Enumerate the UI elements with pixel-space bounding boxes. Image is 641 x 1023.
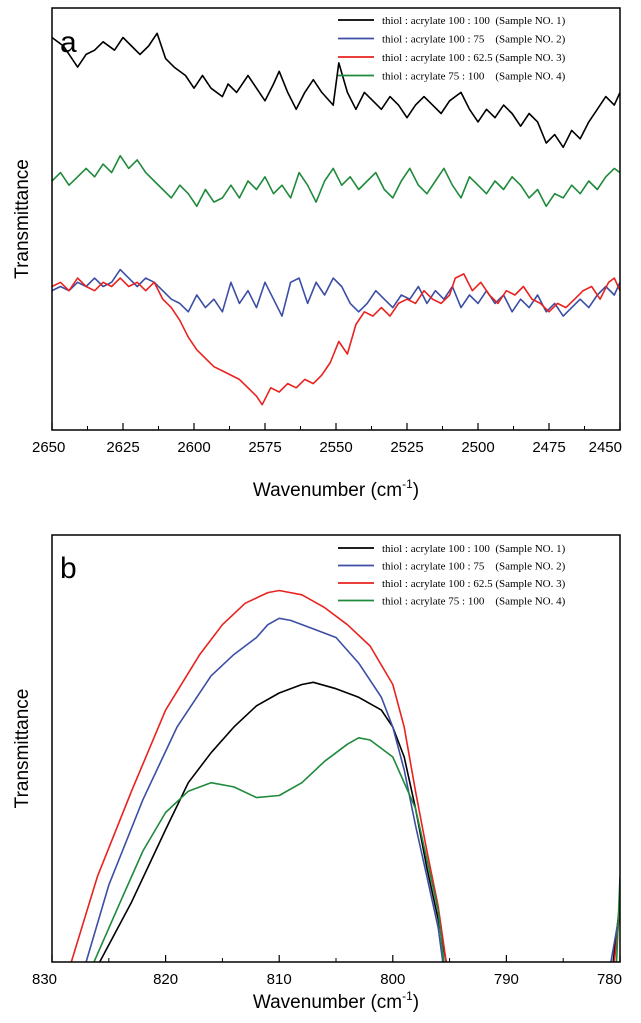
x-tick-label: 810: [267, 971, 292, 988]
x-tick-label: 830: [32, 971, 57, 988]
x-tick-label: 820: [153, 971, 178, 988]
series-line-3: [52, 273, 620, 406]
x-tick-label: 2625: [106, 439, 139, 456]
series-line-4: [93, 737, 445, 962]
legend-label: thiol : acrylate 100 : 75 (Sample NO. 2): [382, 561, 566, 573]
x-tick-label: 2575: [248, 439, 281, 456]
series-line-1: [98, 681, 447, 962]
panel-a: 2650 2625 2600 2575 2550 2525 2500 2475 2450 a Tra…: [12, 7, 622, 501]
y-axis-label: Transmittance: [12, 689, 33, 809]
panel-b: 830 820 810 800 790 780 b Transmittance Wavenumb…: [12, 534, 622, 1013]
legend-label: thiol : acrylate 100 : 100 (Sample NO. 1…: [382, 15, 566, 27]
legend-label: thiol : acrylate 100 : 62.5 (Sample NO. …: [382, 52, 566, 64]
x-axis-label-end: ): [413, 480, 419, 501]
y-axis-label: Transmittance: [12, 159, 33, 279]
x-axis-label: Wavenumber (cm-1): [253, 477, 419, 501]
x-tick-label: 2550: [319, 439, 352, 456]
x-tick-label: 800: [380, 971, 405, 988]
legend-label: thiol : acrylate 100 : 100 (Sample NO. 1…: [382, 543, 566, 555]
series-line-4: [52, 154, 620, 208]
legend-label: thiol : acrylate 75 : 100 (Sample NO. 4): [382, 71, 566, 83]
x-tick-label: 2525: [390, 439, 423, 456]
legend-label: thiol : acrylate 100 : 75 (Sample NO. 2): [382, 34, 566, 46]
x-tick-label: 2450: [589, 439, 622, 456]
x-tick-label: 790: [494, 971, 519, 988]
series-line-2: [52, 268, 620, 317]
x-tick-label: 2650: [32, 439, 65, 456]
series-line-3: [70, 589, 447, 962]
x-tick-label: 2475: [532, 439, 565, 456]
series-line-2: [85, 617, 444, 962]
x-axis-label-sup: -1: [402, 989, 413, 1003]
legend-label: thiol : acrylate 75 : 100 (Sample NO. 4): [382, 596, 566, 608]
x-axis-label: Wavenumber (cm-1): [253, 989, 419, 1013]
x-axis-label-end: ): [413, 992, 419, 1013]
x-tick-label: 2500: [461, 439, 494, 456]
legend-label: thiol : acrylate 100 : 62.5 (Sample NO. …: [382, 578, 566, 590]
x-axis-label-sup: -1: [402, 477, 413, 491]
x-axis-label-main: Wavenumber (cm: [253, 992, 402, 1013]
x-tick-label: 2600: [177, 439, 210, 456]
panel-letter: a: [60, 26, 77, 59]
x-tick-label: 780: [597, 971, 622, 988]
panel-letter: b: [60, 552, 77, 585]
x-axis-label-main: Wavenumber (cm: [253, 480, 402, 501]
series-line-1: [52, 32, 620, 149]
